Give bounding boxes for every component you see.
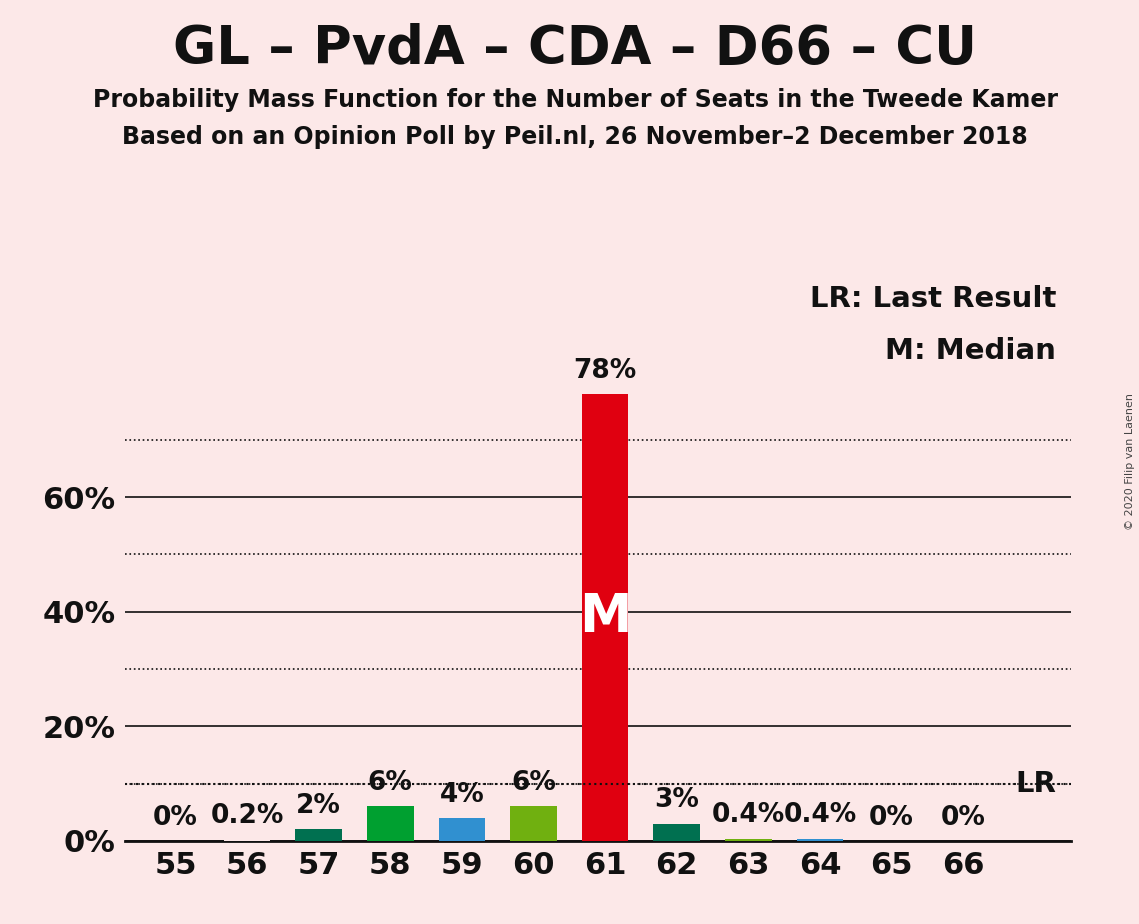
Bar	[654, 823, 700, 841]
Text: GL – PvdA – CDA – D66 – CU: GL – PvdA – CDA – D66 – CU	[173, 23, 977, 75]
Bar	[510, 807, 557, 841]
Text: 0.2%: 0.2%	[211, 803, 284, 830]
Text: 0%: 0%	[869, 805, 915, 831]
Text: 78%: 78%	[574, 358, 637, 383]
Text: 0%: 0%	[153, 805, 198, 831]
Text: LR: Last Result: LR: Last Result	[810, 286, 1056, 313]
Text: M: Median: M: Median	[885, 336, 1056, 365]
Text: 2%: 2%	[296, 793, 341, 819]
Text: 3%: 3%	[654, 787, 699, 813]
Text: 6%: 6%	[368, 771, 412, 796]
Bar	[439, 818, 485, 841]
Bar	[223, 840, 270, 841]
Text: 0.4%: 0.4%	[712, 802, 785, 828]
Bar	[796, 839, 843, 841]
Text: M: M	[579, 591, 631, 643]
Text: 0.4%: 0.4%	[784, 802, 857, 828]
Text: © 2020 Filip van Laenen: © 2020 Filip van Laenen	[1125, 394, 1134, 530]
Text: 6%: 6%	[511, 771, 556, 796]
Text: 0%: 0%	[941, 805, 985, 831]
Bar	[367, 807, 413, 841]
Text: Probability Mass Function for the Number of Seats in the Tweede Kamer: Probability Mass Function for the Number…	[92, 88, 1058, 112]
Text: Based on an Opinion Poll by Peil.nl, 26 November–2 December 2018: Based on an Opinion Poll by Peil.nl, 26 …	[122, 125, 1029, 149]
Bar	[726, 839, 771, 841]
Bar	[582, 394, 629, 841]
Text: LR: LR	[1016, 770, 1056, 797]
Text: 4%: 4%	[440, 782, 484, 808]
Bar	[295, 830, 342, 841]
